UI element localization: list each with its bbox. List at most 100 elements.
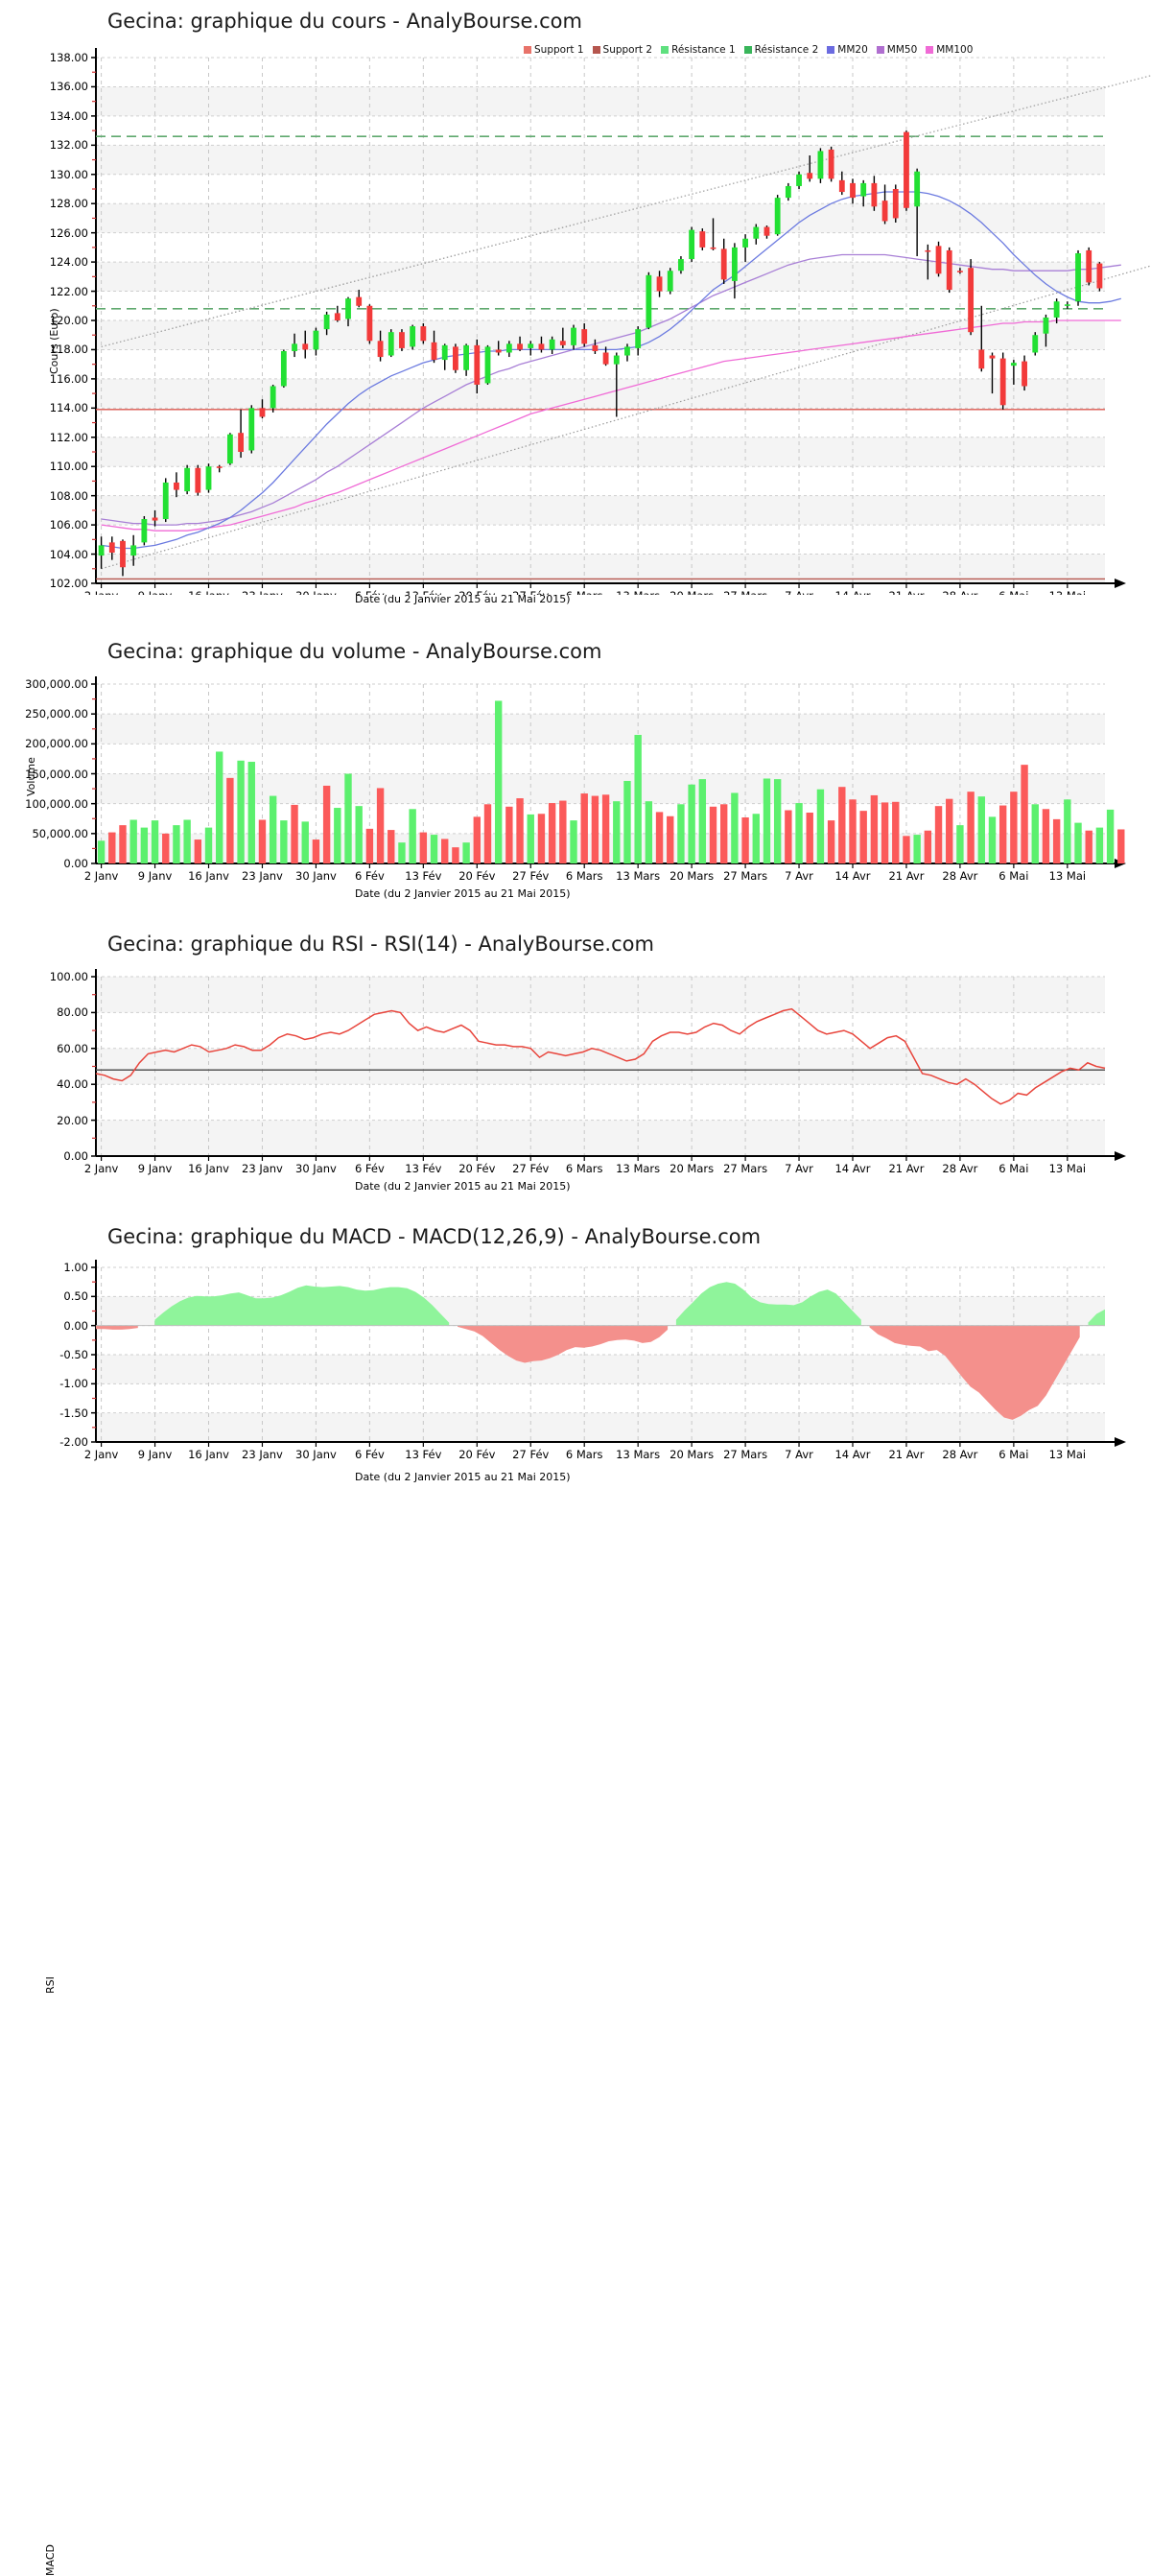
macd-x-tick: 13 Mai: [1048, 1448, 1087, 1461]
volume-y-tick: 300,000.00: [25, 677, 88, 691]
price-y-tick: 126.00: [49, 225, 88, 240]
volume-x-tick: 30 Janv: [295, 869, 337, 883]
rsi-x-axis-label: Date (du 2 Janvier 2015 au 21 Mai 2015): [355, 1180, 571, 1193]
rsi-x-tick: 13 Mai: [1048, 1162, 1087, 1175]
macd-x-tick: 14 Avr: [834, 1448, 871, 1461]
legend-label: Résistance 1: [671, 44, 736, 56]
legend-label: Support 2: [602, 44, 653, 56]
rsi-x-tick: 14 Avr: [834, 1162, 871, 1175]
rsi-y-axis-label: RSI: [44, 1976, 57, 1994]
volume-x-tick: 7 Avr: [785, 869, 813, 883]
price-y-tick: 102.00: [49, 577, 88, 590]
volume-y-tick: 250,000.00: [25, 707, 88, 721]
rsi-x-tick: 27 Fév: [512, 1162, 550, 1175]
legend-item-4[interactable]: MM20: [827, 44, 868, 56]
macd-x-tick: 21 Avr: [888, 1448, 925, 1461]
price-x-tick: 23 Janv: [242, 589, 283, 595]
price-y-tick: 114.00: [49, 401, 88, 415]
macd-plot-area[interactable]: -2.00 -1.50 -1.00 -0.50 0.00 0.50 1.00 2 Janv 9 …: [0, 1260, 1151, 1471]
rsi-x-tick: 13 Fév: [405, 1162, 442, 1175]
volume-x-tick: 27 Mars: [723, 869, 768, 883]
macd-chart-title: Gecina: graphique du MACD - MACD(12,26,9…: [107, 1225, 762, 1248]
volume-x-tick: 21 Avr: [888, 869, 925, 883]
price-y-tick: 112.00: [49, 430, 88, 444]
macd-x-tick: 20 Mars: [669, 1448, 715, 1461]
price-x-tick: 6 Fév: [355, 589, 385, 595]
volume-x-tick: 23 Janv: [242, 869, 283, 883]
volume-x-tick: 13 Mars: [616, 869, 661, 883]
rsi-y-tick: 60.00: [57, 1041, 88, 1055]
rsi-x-tick: 13 Mars: [616, 1162, 661, 1175]
macd-y-tick: 1.00: [63, 1261, 88, 1274]
price-y-tick: 108.00: [49, 488, 88, 503]
volume-x-tick: 6 Mai: [998, 869, 1029, 883]
macd-x-tick: 7 Avr: [785, 1448, 813, 1461]
legend-item-1[interactable]: Support 2: [592, 44, 653, 56]
rsi-x-tick: 6 Mai: [998, 1162, 1029, 1175]
price-x-tick: 7 Avr: [785, 589, 813, 595]
price-x-tick: 27 Mars: [723, 589, 767, 595]
volume-x-tick: 20 Mars: [669, 869, 715, 883]
macd-y-tick: 0.00: [63, 1318, 88, 1333]
price-chart-panel: Gecina: graphique du cours - AnalyBourse…: [0, 0, 1151, 614]
volume-y-tick: 0.00: [63, 857, 88, 870]
volume-plot-area[interactable]: 0.00 50,000.00 100,000.00 150,000.00 200,000…: [0, 676, 1151, 887]
rsi-x-tick: 7 Avr: [785, 1162, 813, 1175]
legend-swatch-icon: [926, 46, 934, 54]
rsi-x-tick: 2 Janv: [83, 1162, 119, 1175]
legend-item-5[interactable]: MM50: [876, 44, 918, 56]
legend-item-6[interactable]: MM100: [926, 44, 973, 56]
macd-x-tick: 9 Janv: [137, 1448, 173, 1461]
macd-x-tick: 6 Mars: [565, 1448, 603, 1461]
rsi-x-tick: 23 Janv: [242, 1162, 283, 1175]
macd-y-axis-label: MACD: [44, 2544, 57, 2576]
macd-y-tick: 0.50: [63, 1289, 88, 1304]
price-y-tick: 124.00: [49, 255, 88, 270]
price-x-tick: 21 Avr: [888, 589, 924, 595]
rsi-x-tick: 16 Janv: [188, 1162, 229, 1175]
legend-item-0[interactable]: Support 1: [524, 44, 584, 56]
price-plot-area[interactable]: 102.00 104.00 106.00 108.00 110.00 112.00 114.…: [0, 48, 1151, 595]
price-x-tick: 2 Janv: [84, 589, 119, 595]
legend-swatch-icon: [743, 46, 752, 54]
price-y-tick: 110.00: [49, 460, 88, 474]
volume-y-tick: 100,000.00: [25, 796, 88, 811]
volume-y-tick: 50,000.00: [32, 826, 88, 840]
legend-swatch-icon: [661, 46, 669, 54]
price-y-tick: 136.00: [49, 80, 88, 94]
volume-y-tick: 200,000.00: [25, 737, 88, 751]
volume-x-tick: 6 Mars: [565, 869, 603, 883]
volume-y-tick: 150,000.00: [25, 767, 88, 781]
price-x-tick: 13 Fév: [405, 589, 441, 595]
legend-label: MM50: [886, 44, 918, 56]
macd-x-tick: 23 Janv: [242, 1448, 283, 1461]
legend-swatch-icon: [592, 46, 600, 54]
volume-chart-panel: Gecina: graphique du volume - AnalyBours…: [0, 628, 1151, 916]
rsi-x-tick: 9 Janv: [137, 1162, 173, 1175]
rsi-plot-area[interactable]: 0.00 20.00 40.00 60.00 80.00 100.00 2 Janv 9 Ja…: [0, 969, 1151, 1180]
rsi-x-tick: 6 Mars: [565, 1162, 603, 1175]
macd-x-tick: 6 Mai: [998, 1448, 1029, 1461]
legend-label: Résistance 2: [754, 44, 819, 56]
macd-x-tick: 13 Fév: [405, 1448, 442, 1461]
volume-x-tick: 13 Mai: [1048, 869, 1087, 883]
rsi-y-tick: 0.00: [63, 1149, 88, 1163]
rsi-x-tick: 27 Mars: [723, 1162, 768, 1175]
price-x-tick: 13 Mai: [1049, 589, 1086, 595]
legend-item-3[interactable]: Résistance 2: [743, 44, 819, 56]
macd-x-tick: 28 Avr: [942, 1448, 978, 1461]
rsi-chart-title: Gecina: graphique du RSI - RSI(14) - Ana…: [107, 933, 654, 956]
rsi-x-tick: 30 Janv: [295, 1162, 337, 1175]
price-x-tick: 27 Fév: [512, 589, 549, 595]
volume-x-axis-label: Date (du 2 Janvier 2015 au 21 Mai 2015): [355, 887, 571, 900]
price-y-tick: 106.00: [49, 518, 88, 532]
macd-x-tick: 2 Janv: [83, 1448, 119, 1461]
price-x-tick: 20 Fév: [458, 589, 495, 595]
rsi-x-tick: 20 Mars: [669, 1162, 715, 1175]
rsi-y-tick: 80.00: [57, 1005, 88, 1020]
macd-x-tick: 16 Janv: [188, 1448, 229, 1461]
macd-x-tick: 27 Mars: [723, 1448, 768, 1461]
price-y-tick: 116.00: [49, 371, 88, 386]
legend-item-2[interactable]: Résistance 1: [661, 44, 736, 56]
